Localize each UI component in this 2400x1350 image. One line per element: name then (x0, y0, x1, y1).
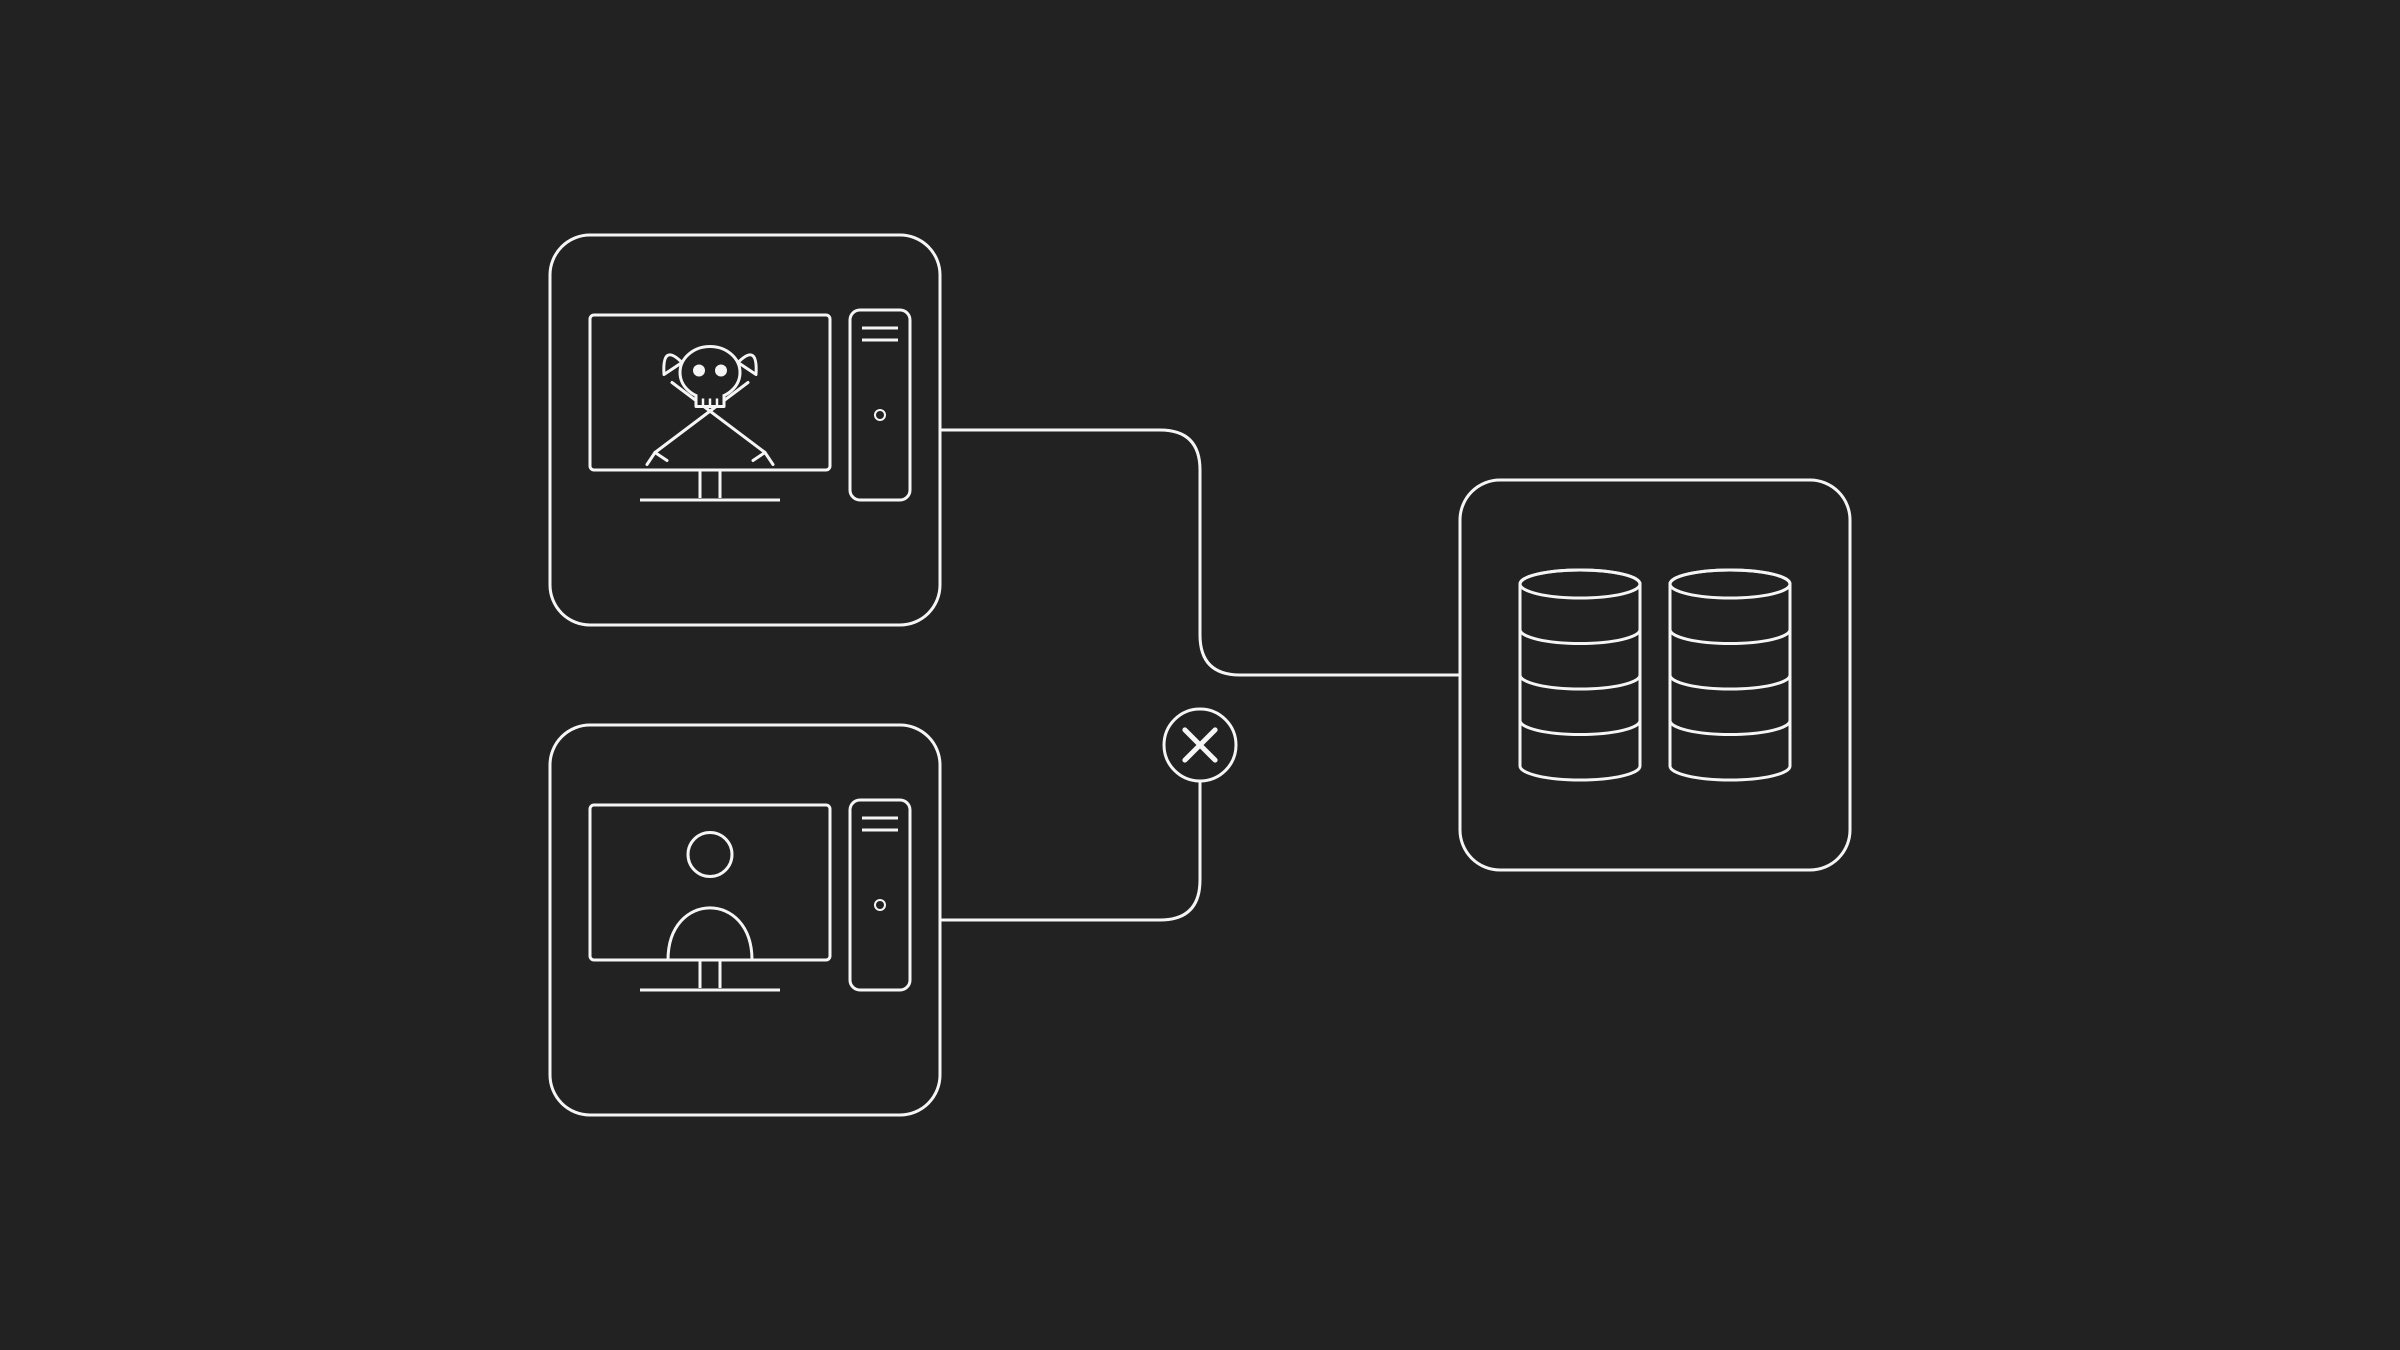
blocked-marker (1164, 709, 1236, 781)
network-diagram (0, 0, 2400, 1350)
user-workstation-node (550, 725, 940, 1115)
node-box (550, 725, 940, 1115)
diagram-background (0, 0, 2400, 1350)
database-server-node (1460, 480, 1850, 870)
node-box (550, 235, 940, 625)
attacker-workstation-node (550, 235, 940, 625)
